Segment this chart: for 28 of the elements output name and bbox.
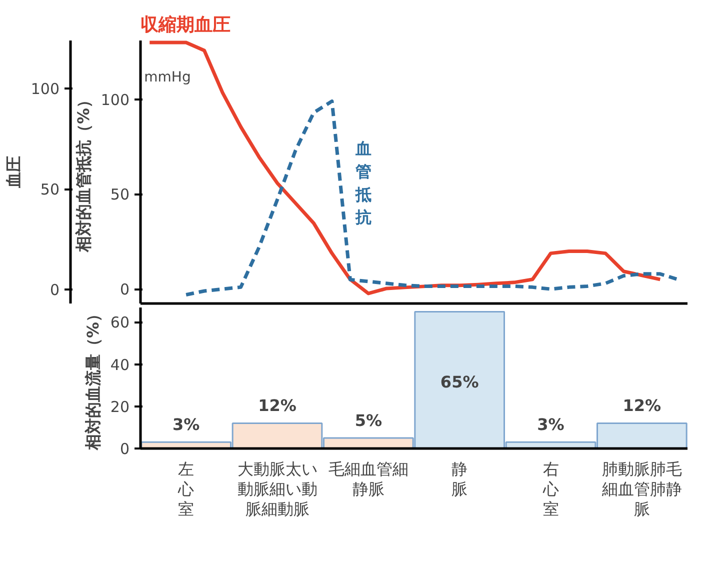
x-tick-label: 静脈 [452, 460, 468, 498]
data-label: 12% [258, 396, 296, 416]
y-tick-label: 40 [110, 356, 130, 374]
series-label: 血管抵抗 [354, 139, 372, 227]
y-tick-label: 0 [120, 280, 130, 299]
annotation: mmHg [144, 70, 191, 86]
y-tick-label: 60 [110, 314, 130, 332]
y2-tick-label: 0 [50, 280, 60, 299]
x-tick-label: 左心室 [177, 460, 194, 518]
y-tick-label: 0 [120, 440, 130, 458]
data-label: 3% [172, 415, 200, 434]
x-tick-label: 右心室 [542, 460, 559, 518]
y-tick-label: 50 [110, 186, 130, 204]
data-label: 65% [440, 372, 479, 392]
y-axis-title: 相対的血流量（%） [83, 306, 102, 452]
y-axis-title: 相対的血管抵抗（%） [74, 92, 93, 254]
y2-tick-label: 100 [30, 80, 60, 98]
data-label: 5% [354, 410, 382, 430]
y-tick-label: 100 [100, 90, 130, 109]
x-tick-label: 肺動脈肺毛細血管肺静脈 [600, 460, 682, 518]
data-label: 3% [537, 415, 564, 434]
x-tick-label: 大動脈太い動脈細い動脈細動脈 [237, 460, 318, 518]
series-label: 収縮期血圧 [140, 14, 230, 36]
data-label: 12% [622, 396, 662, 416]
x-tick-label: 毛細血管細静脈 [328, 460, 408, 498]
y2-axis-title: 血圧 [4, 156, 23, 189]
y2-tick-label: 50 [40, 180, 60, 199]
y-tick-label: 20 [110, 398, 130, 416]
